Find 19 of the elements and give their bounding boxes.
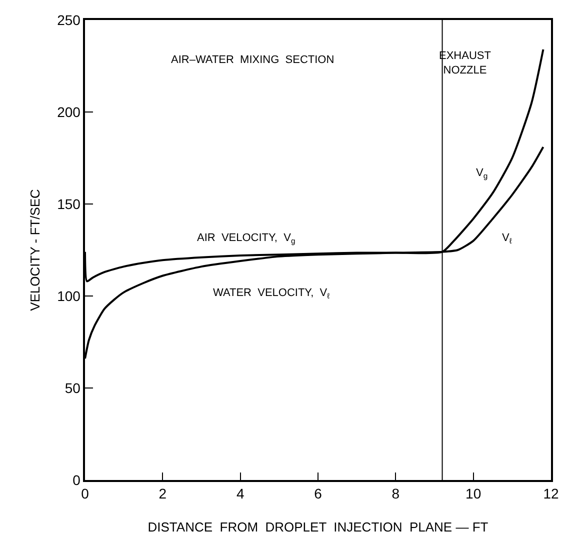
x-tick-label: 6 [314, 486, 322, 502]
x-tick-label: 12 [543, 486, 559, 502]
y-tick-label: 50 [64, 380, 81, 396]
y-tick-label: 150 [57, 196, 81, 212]
annotation: AIR–WATER MIXING SECTION [171, 54, 334, 66]
x-tick-label: 10 [466, 486, 482, 502]
y-axis-title: VELOCITY - FT/SEC [28, 189, 43, 311]
text: WATER VELOCITY, V$_{ℓ}$ [213, 287, 330, 300]
y-tick-label: 250 [57, 12, 81, 28]
x-tick-label: 8 [392, 486, 400, 502]
x-axis-title: DISTANCE FROM DROPLET INJECTION PLANE — FT [148, 520, 488, 535]
x-tick-label: 4 [236, 486, 244, 502]
annotation: V$_{ℓ}$ [502, 232, 512, 246]
y-tick-label: 200 [57, 104, 81, 120]
annotation: V$_{g}$ [476, 167, 488, 180]
y-tick-label: 0 [72, 472, 81, 488]
y-tick-label: 100 [57, 288, 81, 304]
x-tick-label: 2 [158, 486, 167, 502]
series-label: AIR VELOCITY, V$_{g}$ [197, 232, 296, 246]
